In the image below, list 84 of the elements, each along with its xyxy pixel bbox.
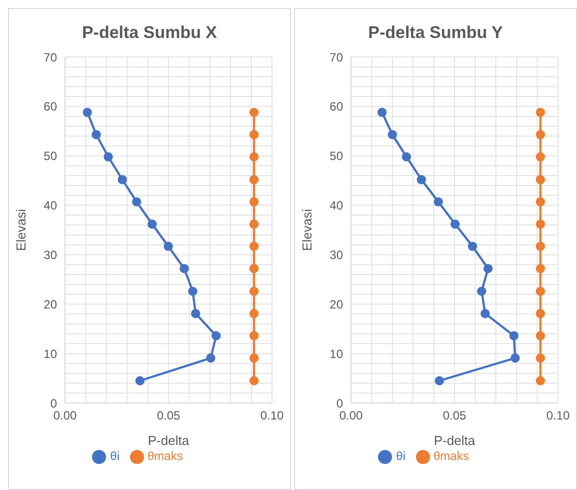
y-tick-label: 60 — [330, 100, 344, 114]
point — [249, 130, 259, 140]
point — [402, 152, 412, 162]
y-axis-title: Elevasi — [300, 208, 315, 251]
legend-label: θi — [396, 449, 406, 463]
y-tick-label: 0 — [336, 396, 344, 410]
y-tick-label: 40 — [330, 198, 344, 213]
point — [536, 286, 546, 296]
x-axis-title: P-delta — [148, 433, 190, 448]
point — [249, 376, 259, 386]
point — [510, 353, 520, 363]
point — [377, 108, 387, 117]
x-axis-title: P-delta — [434, 433, 476, 448]
point — [249, 174, 259, 184]
legend-label: θmaks — [434, 449, 469, 463]
point — [249, 219, 259, 229]
y-tick-label: 20 — [44, 297, 58, 312]
point — [536, 197, 546, 206]
x-tick-label: 0.00 — [53, 408, 77, 423]
point — [180, 264, 189, 274]
point — [249, 308, 259, 318]
y-tick-label: 60 — [44, 100, 58, 114]
point — [249, 108, 259, 117]
y-axis-title: Elevasi — [14, 208, 29, 251]
chart-title: P-delta Sumbu Y — [367, 22, 504, 44]
point — [249, 353, 259, 363]
y-tick-label: 70 — [330, 50, 344, 64]
point — [249, 264, 259, 274]
point — [536, 331, 546, 340]
point — [249, 152, 259, 162]
point — [480, 308, 490, 318]
point — [468, 242, 478, 251]
legend-label: θmaks — [148, 449, 183, 463]
point — [536, 264, 546, 274]
y-tick-label: 10 — [330, 346, 344, 361]
point — [206, 353, 216, 363]
point — [536, 376, 546, 386]
point — [212, 331, 221, 340]
point — [191, 308, 200, 318]
legend-label: θi — [110, 449, 120, 463]
point — [249, 331, 259, 340]
point — [434, 376, 444, 386]
point — [536, 353, 546, 363]
point — [388, 130, 397, 140]
x-tick-label: 0.10 — [546, 408, 570, 423]
y-tick-label: 40 — [44, 198, 58, 213]
y-tick-label: 30 — [44, 248, 58, 262]
point — [118, 174, 127, 184]
point — [132, 197, 142, 206]
point — [249, 197, 259, 206]
point — [416, 174, 426, 184]
y-tick-label: 20 — [330, 297, 344, 312]
y-tick-label: 0 — [50, 396, 58, 410]
point — [148, 219, 157, 229]
chart-title: P-delta Sumbu X — [80, 22, 218, 44]
y-tick-label: 50 — [44, 149, 58, 164]
point — [536, 152, 546, 162]
y-tick-label: 10 — [44, 346, 58, 361]
y-tick-label: 50 — [330, 149, 344, 164]
point — [536, 308, 546, 318]
point — [135, 376, 145, 386]
point — [509, 331, 519, 340]
point — [92, 130, 101, 140]
point — [164, 242, 173, 251]
point — [483, 264, 493, 274]
point — [536, 174, 546, 184]
x-tick-label: 0.05 — [156, 408, 180, 423]
point — [104, 152, 113, 162]
point — [536, 219, 546, 229]
x-tick-label: 0.00 — [339, 408, 363, 423]
x-tick-label: 0.10 — [260, 408, 284, 423]
y-tick-label: 30 — [330, 248, 344, 262]
x-tick-label: 0.05 — [442, 408, 466, 423]
point — [249, 242, 259, 251]
point — [536, 130, 546, 140]
y-tick-label: 70 — [44, 50, 58, 64]
point — [434, 197, 443, 206]
point — [536, 242, 546, 251]
point — [450, 219, 460, 229]
point — [536, 108, 546, 117]
point — [82, 108, 92, 117]
point — [188, 286, 198, 296]
point — [477, 286, 486, 296]
point — [249, 286, 259, 296]
